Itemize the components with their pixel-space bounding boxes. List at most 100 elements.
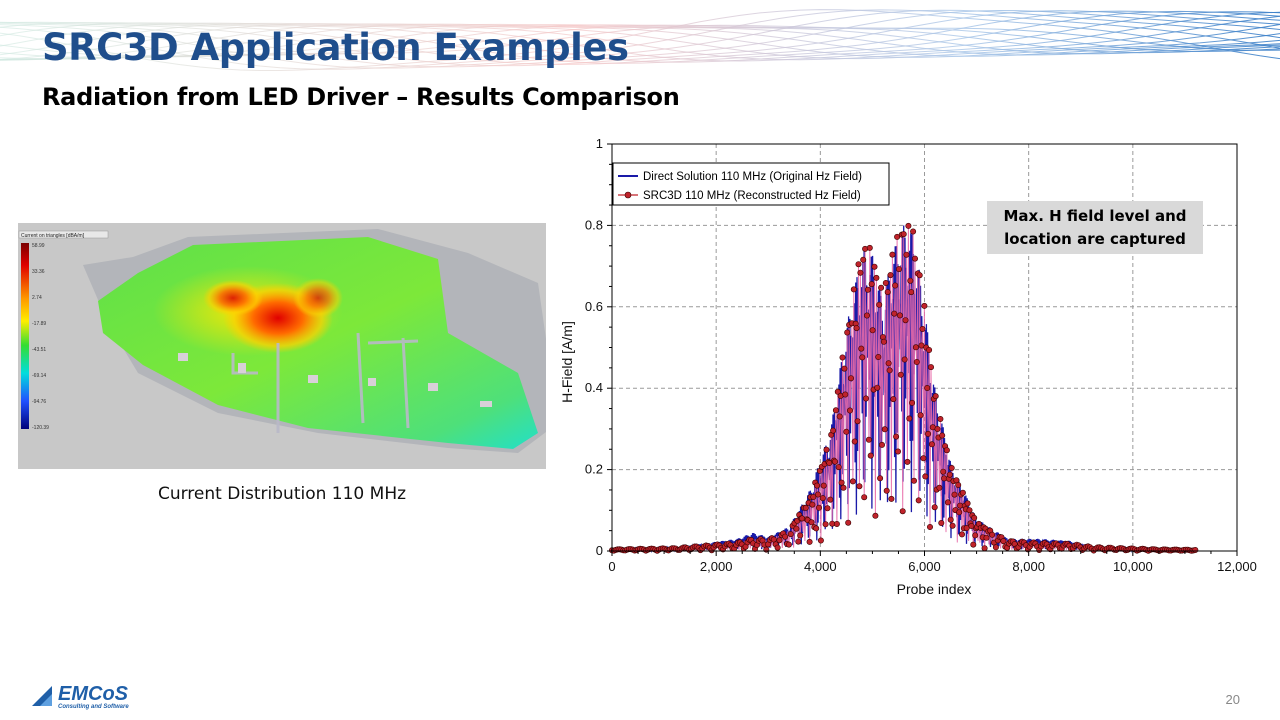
reconstructed-marker [906, 415, 913, 422]
reconstructed-marker [785, 541, 792, 548]
slide-title: SRC3D Application Examples [42, 26, 629, 69]
reconstructed-marker [1192, 546, 1199, 553]
reconstructed-marker [964, 500, 971, 507]
x-tick-label: 10,000 [1113, 559, 1153, 574]
reconstructed-marker [813, 525, 820, 532]
reconstructed-marker [856, 483, 863, 490]
reconstructed-marker [859, 354, 866, 361]
reconstructed-marker [907, 277, 914, 284]
reconstructed-marker [865, 436, 872, 443]
reconstructed-marker [834, 388, 841, 395]
reconstructed-marker [919, 326, 926, 333]
reconstructed-marker [815, 504, 822, 511]
reconstructed-marker [869, 327, 876, 334]
reconstructed-marker [905, 222, 912, 229]
reconstructed-marker [946, 471, 953, 478]
reconstructed-marker [915, 497, 922, 504]
reconstructed-marker [854, 418, 861, 425]
reconstructed-marker [797, 532, 804, 539]
reconstructed-marker [970, 541, 977, 548]
reconstructed-marker [932, 393, 939, 400]
reconstructed-marker [874, 384, 881, 391]
reconstructed-marker [851, 438, 858, 445]
reconstructed-marker [808, 519, 815, 526]
emcos-logo: EMCoS Consulting and Software [32, 683, 129, 710]
reconstructed-marker [958, 531, 965, 538]
x-tick-label: 6,000 [908, 559, 941, 574]
colorbar-tick-label: 2.74 [32, 295, 42, 301]
reconstructed-marker [886, 367, 893, 374]
page-number: 20 [1225, 692, 1240, 707]
reconstructed-marker [841, 365, 848, 372]
reconstructed-marker [806, 538, 813, 545]
reconstructed-marker [843, 428, 850, 435]
reconstructed-marker [910, 477, 917, 484]
reconstructed-marker [908, 289, 915, 296]
reconstructed-marker [966, 507, 973, 514]
reconstructed-marker [889, 251, 896, 258]
reconstructed-marker [894, 448, 901, 455]
reconstructed-marker [817, 537, 824, 544]
reconstructed-marker [912, 344, 919, 351]
reconstructed-marker [875, 354, 882, 361]
reconstructed-marker [819, 495, 826, 502]
callout-box: Max. H field level and location are capt… [987, 201, 1203, 254]
reconstructed-marker [949, 522, 956, 529]
reconstructed-marker [947, 516, 954, 523]
reconstructed-marker [992, 544, 999, 551]
y-tick-label: 0.4 [585, 380, 603, 395]
reconstructed-marker [774, 544, 781, 551]
reconstructed-marker [814, 491, 821, 498]
reconstructed-marker [832, 407, 839, 414]
reconstructed-marker [959, 489, 966, 496]
reconstructed-marker [910, 228, 917, 235]
reconstructed-marker [882, 280, 889, 287]
x-axis-label: Probe index [897, 581, 972, 597]
reconstructed-marker [921, 302, 928, 309]
reconstructed-marker [983, 534, 990, 541]
reconstructed-marker [814, 482, 821, 489]
reconstructed-marker [802, 504, 809, 511]
reconstructed-marker [822, 521, 829, 528]
reconstructed-marker [845, 519, 852, 526]
current-distribution-image: Current on triangles [dBA/m] 58.99 33.36 2… [18, 223, 546, 469]
colorbar-tick-label: 33.36 [32, 269, 45, 275]
slide-subtitle: Radiation from LED Driver – Results Comp… [42, 83, 680, 111]
reconstructed-marker [835, 464, 842, 471]
reconstructed-marker [922, 473, 929, 480]
reconstructed-marker [770, 536, 777, 543]
reconstructed-marker [890, 396, 897, 403]
reconstructed-marker [820, 482, 827, 489]
reconstructed-marker [917, 412, 924, 419]
reconstructed-marker [899, 508, 906, 515]
reconstructed-marker [787, 531, 794, 538]
image-caption: Current Distribution 110 MHz [157, 484, 407, 504]
reconstructed-marker [844, 329, 851, 336]
reconstructed-marker [880, 338, 887, 345]
reconstructed-marker [833, 520, 840, 527]
reconstructed-marker [909, 399, 916, 406]
reconstructed-marker [871, 263, 878, 270]
reconstructed-marker [831, 458, 838, 465]
logo-name: EMCoS [58, 683, 129, 705]
reconstructed-marker [795, 538, 802, 545]
reconstructed-marker [864, 286, 871, 293]
x-tick-label: 4,000 [804, 559, 837, 574]
reconstructed-marker [938, 519, 945, 526]
reconstructed-marker [981, 545, 988, 552]
reconstructed-marker [868, 281, 875, 288]
x-tick-label: 0 [608, 559, 615, 574]
reconstructed-marker [927, 364, 934, 371]
legend-swatch-reconstructed [624, 191, 632, 199]
colorbar-tick-label: 58.99 [32, 243, 45, 249]
y-axis-label: H-Field [A/m] [559, 321, 575, 403]
reconstructed-marker [971, 514, 978, 521]
reconstructed-marker [896, 312, 903, 319]
x-tick-label: 2,000 [700, 559, 733, 574]
reconstructed-marker [855, 261, 862, 268]
reconstructed-marker [823, 446, 830, 453]
reconstructed-marker [926, 347, 933, 354]
y-tick-label: 0.6 [585, 299, 603, 314]
reconstructed-marker [892, 282, 899, 289]
reconstructed-marker [900, 231, 907, 238]
